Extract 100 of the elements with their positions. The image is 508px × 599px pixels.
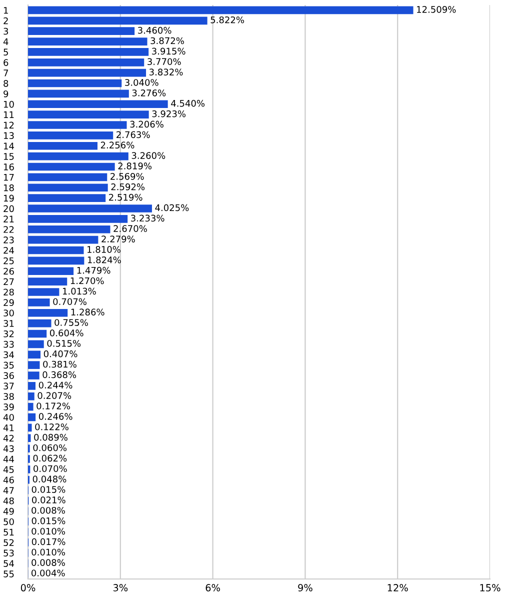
bar: [28, 173, 108, 182]
y-tick-label: 24: [4, 246, 14, 254]
y-tick-label: 33: [4, 340, 14, 348]
data-label: 0.244%: [38, 382, 72, 389]
y-tick-label: 40: [3, 414, 14, 421]
bar: [28, 121, 127, 129]
bar: [28, 16, 208, 25]
data-label: 0.381%: [43, 360, 76, 368]
data-label: 2.592%: [111, 183, 145, 190]
data-label: 3.260%: [132, 152, 166, 159]
y-tick-label: 50: [4, 518, 14, 526]
data-label: 2.519%: [109, 194, 142, 201]
bar: [28, 350, 41, 359]
data-label: 3.915%: [152, 48, 186, 55]
bar: [28, 340, 44, 348]
data-label: 0.089%: [34, 434, 68, 441]
bar: [28, 100, 168, 108]
bar: [28, 424, 32, 432]
y-tick-label: 7: [4, 70, 8, 76]
data-label: 0.021%: [32, 496, 66, 504]
data-label: 3.040%: [125, 79, 158, 86]
y-tick-label: 41: [3, 424, 14, 432]
data-label: 2.256%: [100, 142, 134, 149]
bar: [28, 68, 146, 77]
bar: [28, 413, 36, 422]
bar: [28, 236, 98, 244]
data-label: 0.017%: [32, 538, 66, 546]
data-label: 0.515%: [47, 340, 81, 347]
bar: [28, 152, 128, 160]
bar: [28, 392, 34, 400]
data-label: 3.872%: [150, 37, 184, 44]
y-tick-label: 1: [4, 7, 8, 14]
y-tick-label: 32: [4, 330, 14, 338]
data-label: 3.206%: [130, 120, 164, 128]
data-label: 2.279%: [102, 236, 135, 242]
y-tick-label: 31: [4, 320, 14, 327]
y-tick-label: 39: [4, 404, 14, 410]
bar: [28, 79, 122, 88]
y-tick-label: 15: [4, 153, 14, 160]
bar: [28, 194, 106, 202]
data-label: 0.368%: [42, 371, 76, 378]
y-tick-label: 45: [3, 466, 14, 473]
y-tick-label: 35: [4, 362, 14, 369]
x-tick-label: 0%: [20, 584, 36, 592]
y-tick-label: 27: [4, 278, 14, 285]
bar: [28, 361, 40, 369]
y-tick-label: 38: [4, 393, 14, 400]
data-label: 3.770%: [148, 58, 181, 66]
data-label: 0.122%: [35, 423, 68, 430]
x-tick-label: 12%: [388, 584, 408, 592]
y-tick-label: 52: [4, 539, 14, 546]
bar: [28, 184, 108, 192]
bar: [28, 267, 74, 276]
bar: [28, 382, 36, 390]
data-label: 2.670%: [114, 225, 147, 232]
data-label: 0.246%: [38, 413, 72, 420]
bar: [28, 319, 52, 328]
y-tick-label: 21: [4, 216, 14, 222]
y-tick-label: 23: [4, 236, 14, 244]
y-tick-label: 2: [4, 17, 8, 24]
data-label: 3.460%: [138, 26, 172, 34]
data-label: 0.062%: [33, 454, 67, 462]
data-label: 4.540%: [171, 100, 205, 107]
bar: [28, 298, 50, 306]
y-tick-label: 42: [3, 434, 14, 442]
data-label: 0.707%: [53, 298, 86, 306]
y-tick-label: 5: [4, 48, 8, 56]
y-tick-label: 19: [4, 194, 14, 202]
data-label: 0.060%: [33, 444, 67, 452]
y-tick-label: 28: [4, 288, 14, 296]
bar: [28, 27, 135, 36]
data-label: 12.509%: [417, 6, 456, 13]
y-tick-label: 36: [4, 372, 14, 380]
y-tick-label: 43: [3, 445, 14, 452]
bar: [28, 48, 149, 56]
data-label: 2.819%: [118, 162, 152, 170]
y-tick-label: 18: [4, 184, 14, 192]
data-label: 2.569%: [110, 172, 144, 180]
y-tick-label: 47: [3, 487, 14, 494]
y-tick-label: 14: [4, 142, 14, 150]
y-tick-label: 17: [4, 174, 14, 181]
data-label: 3.276%: [132, 90, 166, 96]
y-tick-label: 46: [3, 476, 14, 484]
y-tick-label: 8: [4, 80, 8, 87]
y-tick-label: 12: [4, 122, 14, 128]
bar: [28, 278, 68, 286]
data-label: 1.810%: [88, 246, 120, 253]
y-tick-label: 16: [4, 163, 14, 170]
y-tick-label: 22: [4, 226, 14, 233]
y-tick-label: 26: [4, 268, 14, 275]
data-label: 0.010%: [32, 528, 66, 535]
x-tick-label: 6%: [206, 584, 220, 592]
bar: [28, 215, 128, 223]
bar: [28, 38, 148, 46]
bar: [28, 330, 47, 338]
y-tick-label: 4: [3, 38, 8, 45]
y-tick-label: 48: [3, 497, 14, 504]
x-tick-label: 9%: [298, 584, 312, 592]
bar: [28, 6, 414, 14]
data-label: 5.822%: [210, 16, 244, 24]
